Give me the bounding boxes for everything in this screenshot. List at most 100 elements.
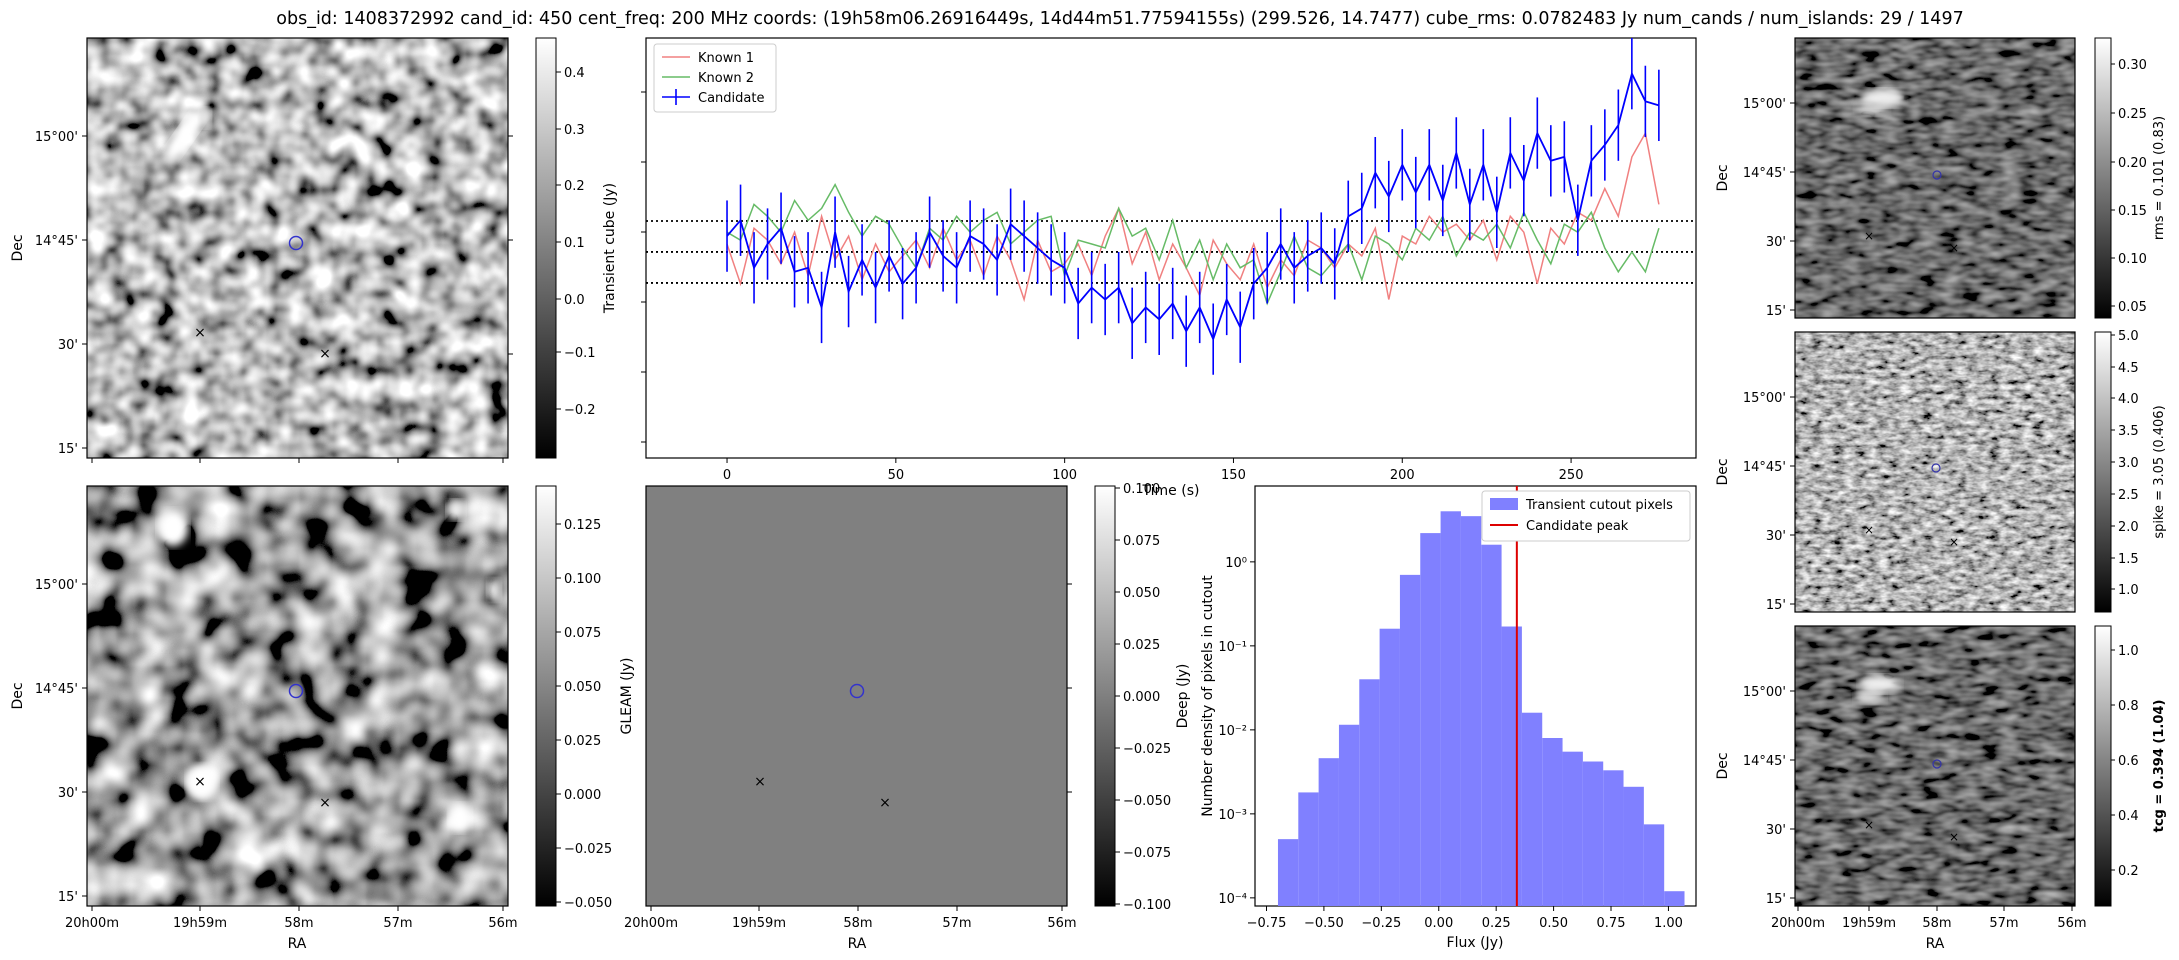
cb-tick: 0.075 xyxy=(564,626,601,641)
tick-y: 30' xyxy=(1766,235,1786,250)
histogram-bar xyxy=(1664,891,1685,906)
y-tick-label: 10⁻³ xyxy=(1218,808,1247,823)
histogram-ylabel: Number density of pixels in cutout xyxy=(1200,575,1216,817)
deep-image xyxy=(87,486,508,906)
x-tick-label: −0.75 xyxy=(1247,916,1287,931)
spike-ylabel: Dec xyxy=(1715,458,1731,485)
x-tick-label: 1.00 xyxy=(1654,916,1683,931)
cb-tick: −0.050 xyxy=(564,896,612,911)
x-tick-label: −0.50 xyxy=(1304,916,1344,931)
transient-yticks: 15°00' 14°45' 30' 15' xyxy=(35,130,87,457)
cb-tick: 3.0 xyxy=(2118,456,2139,471)
rms-yticks: 15°00' 14°45' 30' 15' xyxy=(1743,97,1795,319)
x-tick-label: 250 xyxy=(1559,468,1584,483)
legend-box xyxy=(653,43,777,113)
histogram-bar xyxy=(1277,839,1299,906)
deep-colorbar-ticks: 0.125 0.100 0.075 0.050 0.025 0.000 −0.0… xyxy=(556,518,612,911)
cb-tick: 1.0 xyxy=(2118,583,2139,598)
cb-tick: 0.20 xyxy=(2118,156,2147,171)
deep-bright-sources xyxy=(158,500,501,832)
histogram-bars xyxy=(1277,511,1685,906)
legend-candidate: Candidate xyxy=(698,91,764,106)
tick-x: 19h59m xyxy=(173,916,227,931)
tcg-xticks: 20h00m 19h59m 58m 57m 56m xyxy=(1771,906,2087,931)
histogram-bar xyxy=(1582,761,1604,906)
known1-marker-cross: × xyxy=(754,774,766,790)
gleam-ylabel: GLEAM (Jy) xyxy=(619,658,635,735)
tick-y: 15°00' xyxy=(1743,391,1786,406)
histogram-bar xyxy=(1379,628,1400,906)
x-tick-label: −0.25 xyxy=(1361,916,1401,931)
cb-tick: 4.0 xyxy=(2118,392,2139,407)
cb-tick: 1.0 xyxy=(2118,644,2139,659)
known1-marker-cross: × xyxy=(1864,818,1874,832)
histogram-xlabel: Flux (Jy) xyxy=(1447,935,1504,951)
candidate-marker-circle xyxy=(288,683,304,699)
tick-x: 20h00m xyxy=(624,916,678,931)
histogram-bar xyxy=(1603,770,1624,906)
tick-y-15: 15' xyxy=(58,442,78,457)
tick-y: 30' xyxy=(1766,529,1786,544)
cb-tick: 0.075 xyxy=(1123,534,1160,549)
lightcurve-panel: 0 50 100 150 200 250 Time (s) Known 1 Known 2… xyxy=(641,37,1697,499)
histogram-bar xyxy=(1440,511,1461,906)
tick-x: 20h00m xyxy=(65,916,119,931)
tick-y-30: 30' xyxy=(58,338,78,353)
lightcurve-legend: Known 1 Known 2 Candidate xyxy=(653,43,777,113)
x-tick-label: 0.50 xyxy=(1539,916,1568,931)
rms-colorbar xyxy=(2094,37,2112,319)
histogram-bar xyxy=(1521,712,1543,906)
series-line-known-2 xyxy=(726,182,1660,306)
candidate-marker-circle xyxy=(288,235,304,251)
gleam-xlabel: RA xyxy=(848,936,867,952)
histogram-bar xyxy=(1623,786,1644,906)
tick-x: 57m xyxy=(1989,916,2018,931)
cb-tick: 0.000 xyxy=(1123,690,1160,705)
tick-y: 30' xyxy=(58,786,78,801)
cb-tick: 0.05 xyxy=(2118,300,2147,315)
histogram-bar xyxy=(1643,824,1665,906)
tcg-bright-blob xyxy=(1855,675,1900,704)
tick-y-15-00: 15°00' xyxy=(35,130,78,145)
cb-tick: −0.050 xyxy=(1123,794,1171,809)
tcg-ylabel: Dec xyxy=(1715,752,1731,779)
y-tick-label: 10⁻¹ xyxy=(1218,640,1247,655)
tcg-colorbar-ticks: 1.0 0.8 0.6 0.4 0.2 xyxy=(2111,644,2139,879)
gleam-image xyxy=(645,485,1068,907)
tick-x: 57m xyxy=(942,916,971,931)
tick-y: 15' xyxy=(1766,598,1786,613)
cb-tick: 0.025 xyxy=(564,734,601,749)
tick-y: 15' xyxy=(1766,892,1786,907)
x-tick-label: 150 xyxy=(1221,468,1246,483)
gleam-colorbar xyxy=(1094,485,1116,907)
transient-bright-streak xyxy=(166,108,211,161)
cb-tick: −0.1 xyxy=(564,346,596,361)
x-tick-label: 0 xyxy=(723,468,731,483)
histogram-bar xyxy=(1359,679,1380,906)
tick-x: 56m xyxy=(2057,916,2086,931)
cb-tick: −0.2 xyxy=(564,403,596,418)
spike-colorbar xyxy=(2094,331,2112,613)
cb-tick: −0.100 xyxy=(1123,898,1171,913)
known2-marker-cross: × xyxy=(1949,241,1959,255)
gleam-colorbar-ticks: 0.100 0.075 0.050 0.025 0.000 −0.025 −0.… xyxy=(1115,482,1171,913)
cb-tick: 0.3 xyxy=(564,123,585,138)
rms-colorbar-ticks: 0.30 0.25 0.20 0.15 0.10 0.05 xyxy=(2111,58,2147,315)
histogram-bar xyxy=(1501,626,1522,906)
known2-marker-cross: × xyxy=(1949,830,1959,844)
transient-colorbar-label: Transient cube (Jy) xyxy=(602,183,618,314)
cb-tick: 0.000 xyxy=(564,788,601,803)
tick-x: 19h59m xyxy=(1842,916,1896,931)
tcg-image xyxy=(1795,626,2075,906)
tcg-colorbar xyxy=(2094,625,2112,907)
cb-tick: 0.4 xyxy=(564,66,585,81)
rms-ylabel: Dec xyxy=(1715,164,1731,191)
spike-colorbar-ticks: 5.0 4.5 4.0 3.5 3.0 2.5 2.0 1.5 1.0 xyxy=(2111,329,2139,598)
tcg-colorbar-label: tcg = 0.394 (1.04) xyxy=(2152,700,2167,833)
transient-colorbar xyxy=(535,37,557,459)
cb-tick: 2.0 xyxy=(2118,520,2139,535)
known2-marker-cross: × xyxy=(319,795,331,811)
known1-marker-cross: × xyxy=(1864,523,1874,537)
transient-image xyxy=(87,38,508,458)
